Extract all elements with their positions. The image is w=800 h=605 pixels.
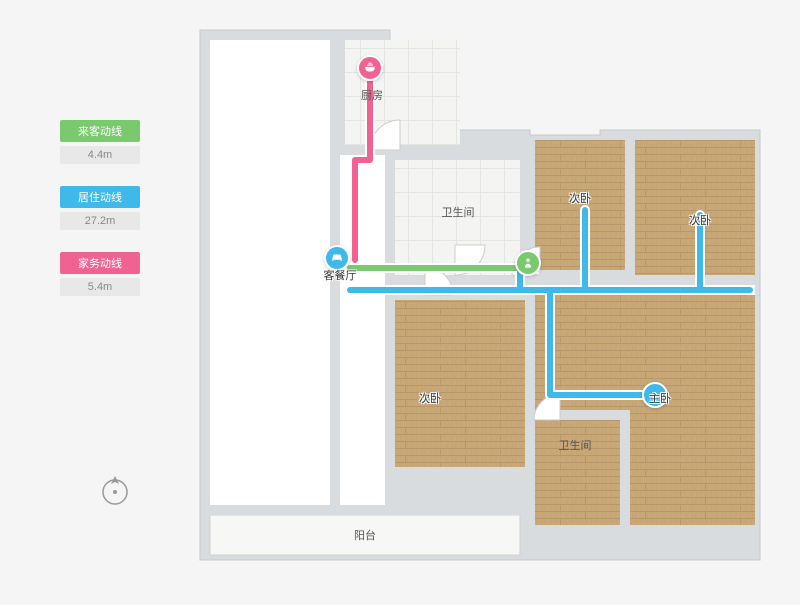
legend-item: 家务动线 5.4m <box>60 252 140 296</box>
wood-room <box>390 300 525 470</box>
legend-label: 居住动线 <box>60 186 140 208</box>
compass-icon <box>100 470 130 511</box>
room-label: 次卧 <box>569 190 591 206</box>
room-label: 阳台 <box>354 527 376 543</box>
legend-value: 27.2m <box>60 212 140 230</box>
room-label: 客餐厅 <box>324 267 357 283</box>
entry-pin <box>515 250 541 276</box>
room-label: 次卧 <box>689 212 711 228</box>
room-label: 卫生间 <box>442 204 475 220</box>
room-label: 厨房 <box>361 87 383 103</box>
legend: 来客动线 4.4m 居住动线 27.2m 家务动线 5.4m <box>60 120 140 318</box>
open-area <box>210 40 330 510</box>
legend-label: 家务动线 <box>60 252 140 274</box>
legend-value: 5.4m <box>60 278 140 296</box>
open-area <box>340 155 385 505</box>
room-label: 次卧 <box>419 390 441 406</box>
legend-label: 来客动线 <box>60 120 140 142</box>
kitchen-pin <box>357 55 383 81</box>
legend-value: 4.4m <box>60 146 140 164</box>
room-label: 卫生间 <box>559 437 592 453</box>
legend-item: 居住动线 27.2m <box>60 186 140 230</box>
legend-item: 来客动线 4.4m <box>60 120 140 164</box>
room-label: 主卧 <box>649 390 671 406</box>
